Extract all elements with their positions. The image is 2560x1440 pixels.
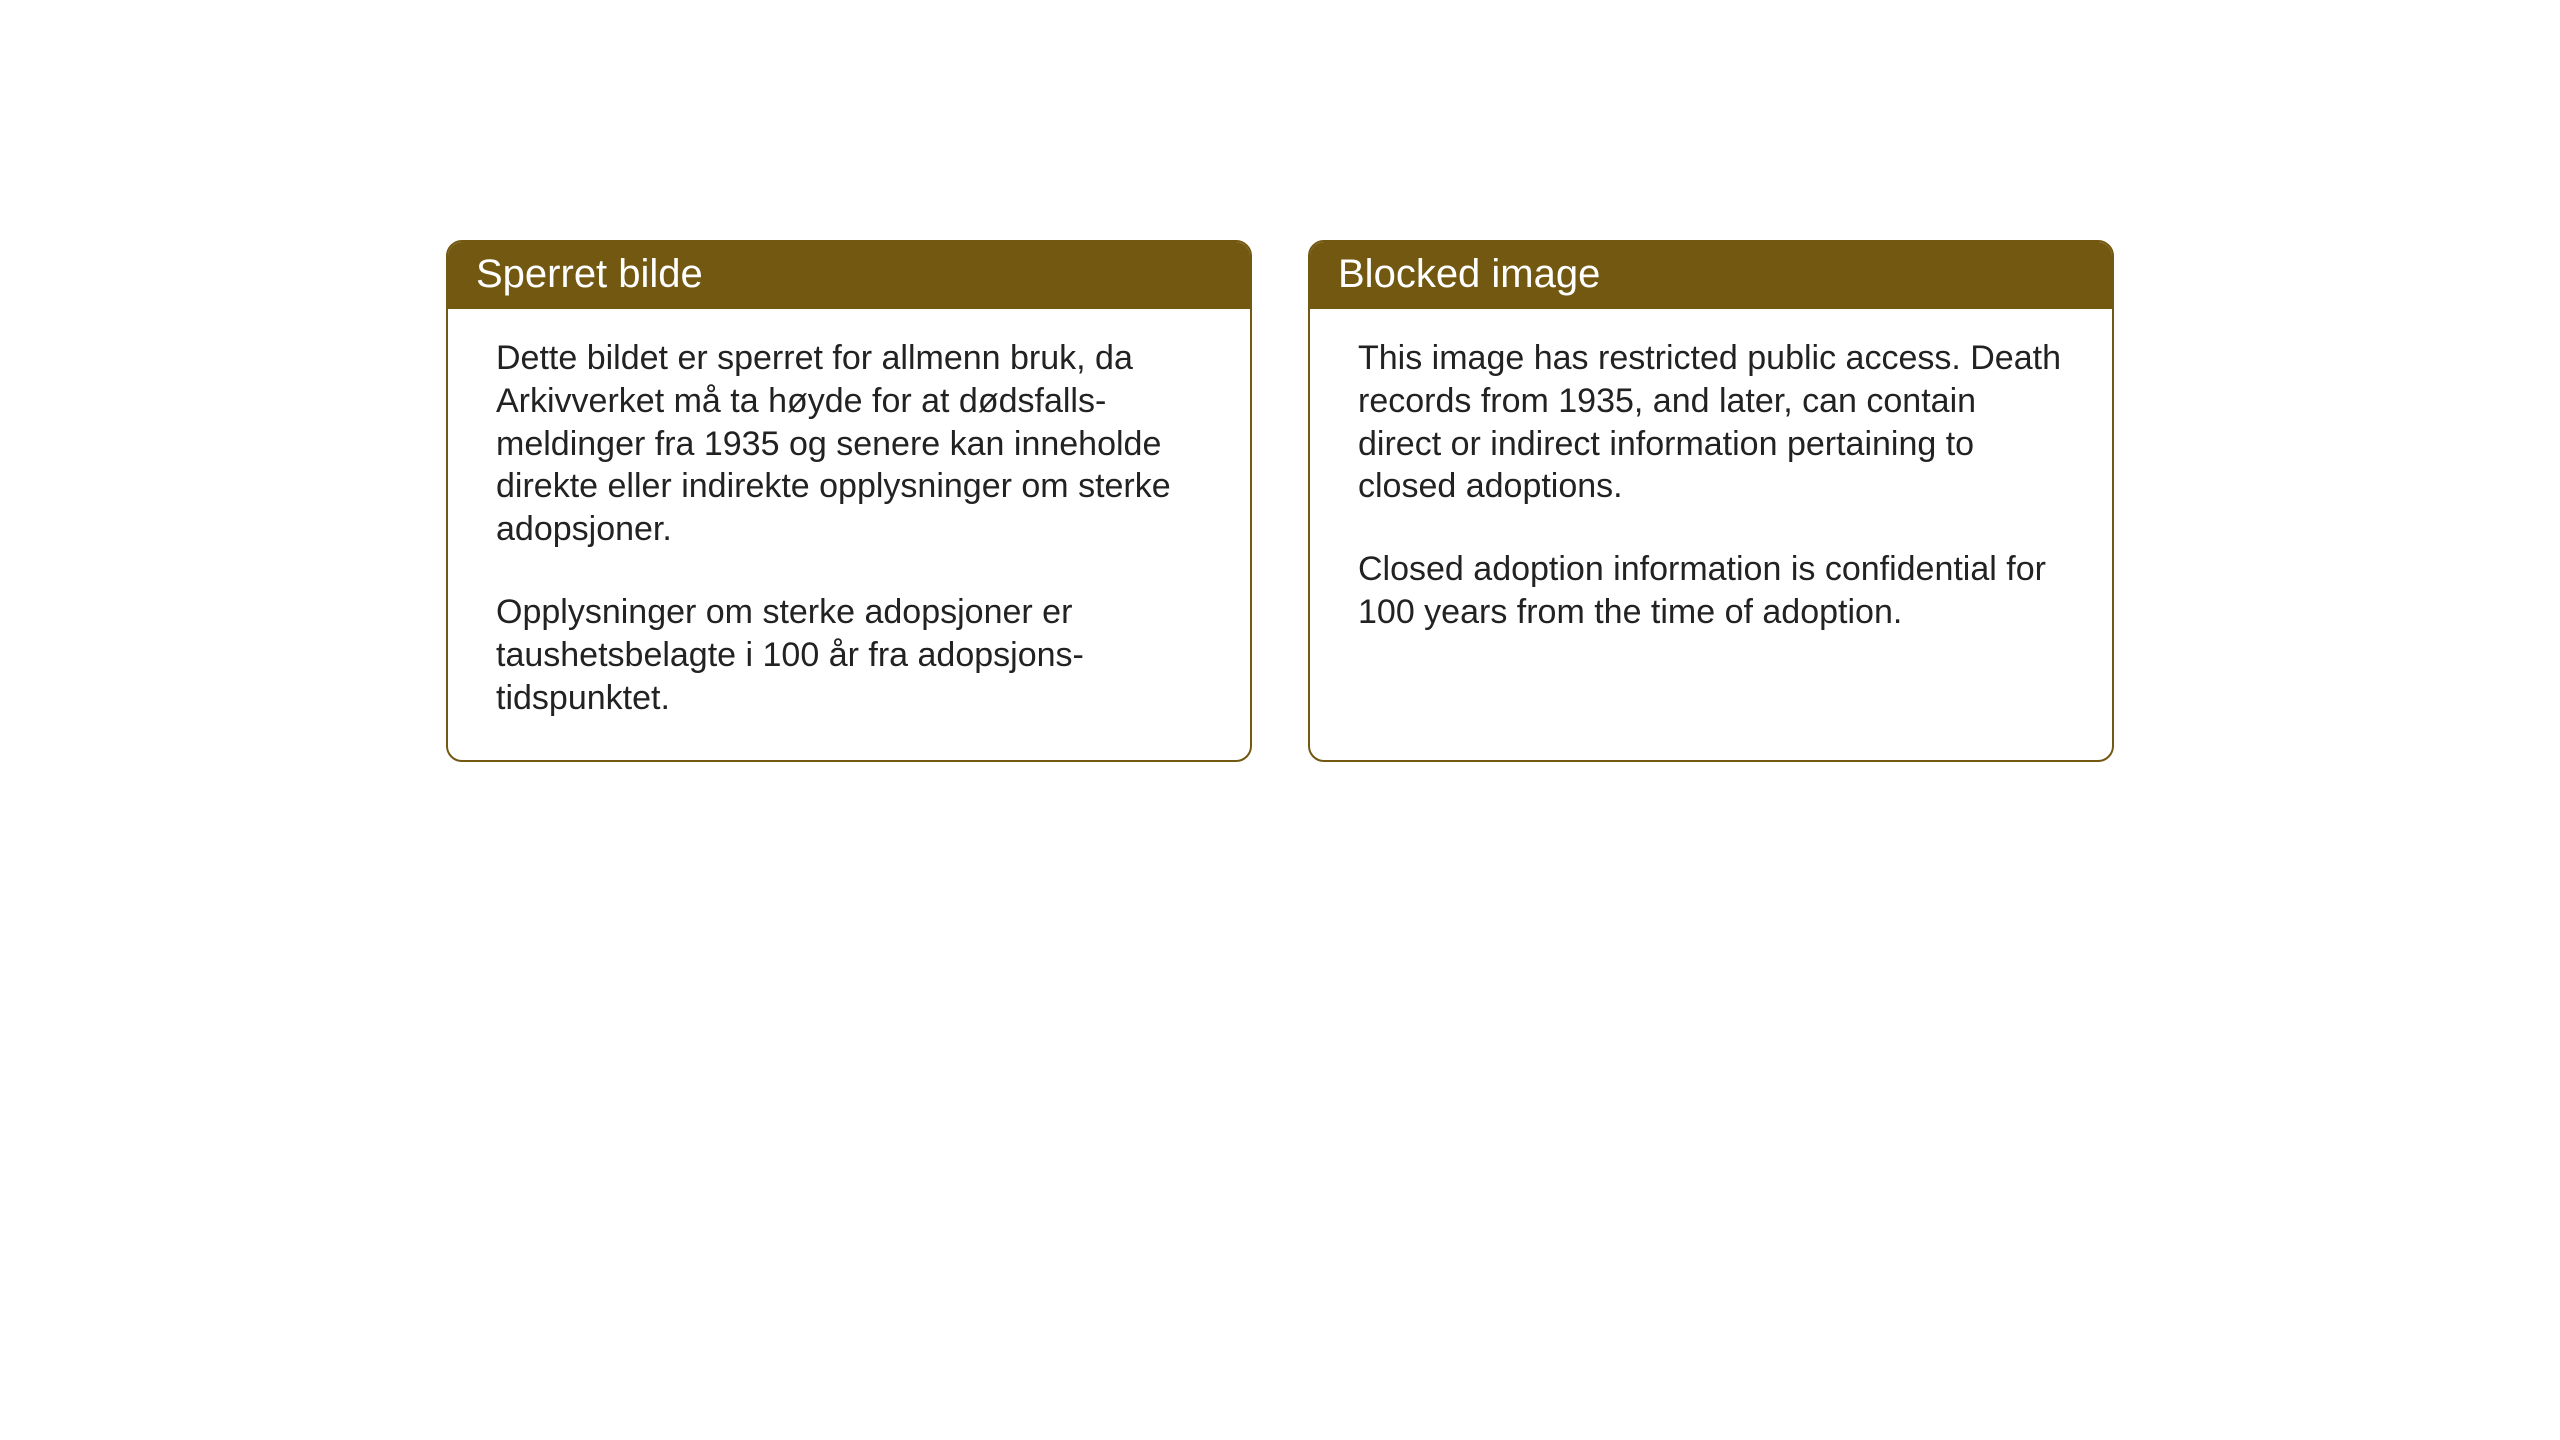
card-body-english: This image has restricted public access.… xyxy=(1310,309,2112,741)
card-header-norwegian: Sperret bilde xyxy=(448,242,1250,309)
notice-card-english: Blocked image This image has restricted … xyxy=(1308,240,2114,762)
card-header-english: Blocked image xyxy=(1310,242,2112,309)
card-paragraph-english-1: This image has restricted public access.… xyxy=(1358,337,2064,508)
card-paragraph-norwegian-2: Opplysninger om sterke adopsjoner er tau… xyxy=(496,591,1202,719)
card-paragraph-english-2: Closed adoption information is confident… xyxy=(1358,548,2064,634)
card-title-norwegian: Sperret bilde xyxy=(476,252,703,296)
card-title-english: Blocked image xyxy=(1338,252,1600,296)
notice-card-norwegian: Sperret bilde Dette bildet er sperret fo… xyxy=(446,240,1252,762)
card-body-norwegian: Dette bildet er sperret for allmenn bruk… xyxy=(448,309,1250,760)
cards-container: Sperret bilde Dette bildet er sperret fo… xyxy=(0,0,2560,762)
card-paragraph-norwegian-1: Dette bildet er sperret for allmenn bruk… xyxy=(496,337,1202,551)
